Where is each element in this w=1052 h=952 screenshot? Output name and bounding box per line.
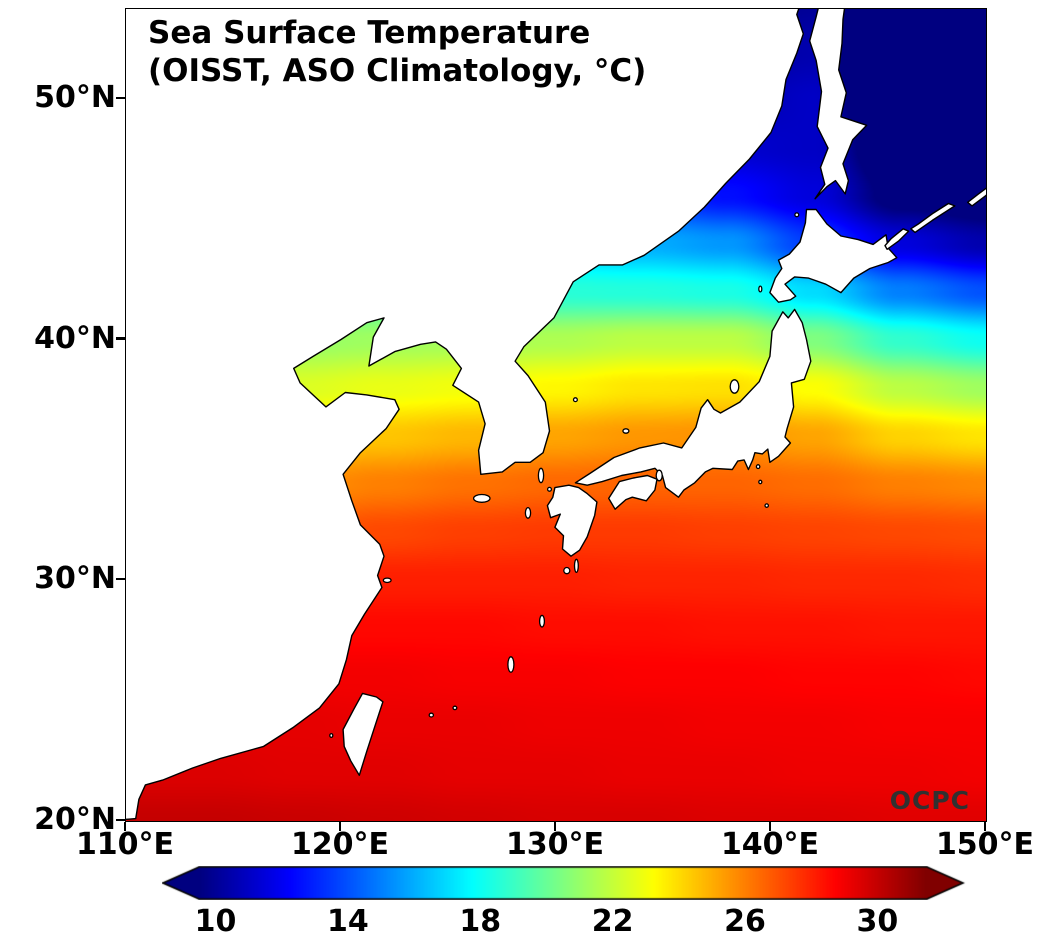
y-tick-label: 30°N <box>34 561 116 597</box>
y-tick-label: 20°N <box>34 802 116 837</box>
island-ulleungdo <box>572 397 578 403</box>
x-tick-label: 130°E <box>505 827 605 862</box>
colorbar-tick-label: 30 <box>856 904 899 939</box>
colorbar-tick-label: 10 <box>194 904 237 939</box>
coastline-urup <box>967 187 986 207</box>
island-tanegashima <box>573 558 579 573</box>
coastline-kyushu <box>546 484 598 557</box>
title-line-2: (OISST, ASO Climatology, °C) <box>148 52 647 89</box>
island-hachijojima <box>764 503 770 508</box>
coastline-overlay <box>126 9 986 821</box>
colorbar-tick-label: 22 <box>591 904 634 939</box>
island-rishiri <box>794 212 800 218</box>
island-amami <box>538 614 546 628</box>
island-sado <box>729 379 740 394</box>
y-tick-label: 40°N <box>34 320 116 356</box>
island-miyako <box>452 705 458 711</box>
colorbar-tick-label: 18 <box>459 904 502 939</box>
colorbar-tick-label: 14 <box>327 904 369 939</box>
watermark: OCPC <box>889 786 970 815</box>
coastline-asia-mainland <box>126 9 804 821</box>
plot-title: Sea Surface Temperature (OISST, ASO Clim… <box>148 15 646 91</box>
island-penghu <box>329 732 334 739</box>
coastline-kunashiri <box>884 228 910 250</box>
x-tick-mark <box>983 822 987 831</box>
coastline-sakhalin <box>809 9 868 200</box>
y-tick-mark <box>116 337 125 340</box>
x-tick-label: 120°E <box>290 827 390 862</box>
colorbar: 10 14 18 22 26 30 <box>162 866 966 952</box>
y-tick-mark <box>116 818 125 822</box>
island-miyakejima <box>758 479 763 485</box>
y-tick-label: 50°N <box>34 79 116 115</box>
island-ishigaki <box>428 712 435 718</box>
island-yakushima <box>563 566 571 575</box>
x-tick-label: 110°E <box>75 827 175 862</box>
coastline-hokkaido <box>769 208 898 303</box>
island-awaji <box>655 469 663 482</box>
island-okushiri <box>758 285 763 293</box>
x-tick-label: 140°E <box>720 827 820 862</box>
x-tick-label: 150°E <box>935 827 1035 862</box>
title-line-1: Sea Surface Temperature <box>148 15 591 51</box>
island-zhoushan <box>382 577 392 584</box>
x-tick-mark <box>123 822 127 831</box>
colorbar-canvas <box>162 866 966 900</box>
map-plot: Sea Surface Temperature (OISST, ASO Clim… <box>125 8 987 822</box>
island-tsushima <box>537 467 545 484</box>
island-okinawa <box>507 656 515 673</box>
island-jeju <box>472 493 491 503</box>
x-tick-mark <box>553 822 557 831</box>
colorbar-tick-label: 26 <box>724 904 766 939</box>
coastline-honshu <box>574 308 812 498</box>
island-iki <box>546 486 553 492</box>
y-tick-mark <box>116 578 125 581</box>
island-izu-oshima <box>755 464 761 470</box>
island-oki <box>622 428 630 434</box>
coastline-iturup <box>910 202 956 234</box>
y-tick-mark <box>116 96 125 99</box>
coastline-shikoku <box>608 474 658 510</box>
x-tick-mark <box>768 822 772 831</box>
island-goto <box>524 506 532 519</box>
coastline-taiwan <box>342 692 384 776</box>
x-tick-mark <box>338 822 342 831</box>
